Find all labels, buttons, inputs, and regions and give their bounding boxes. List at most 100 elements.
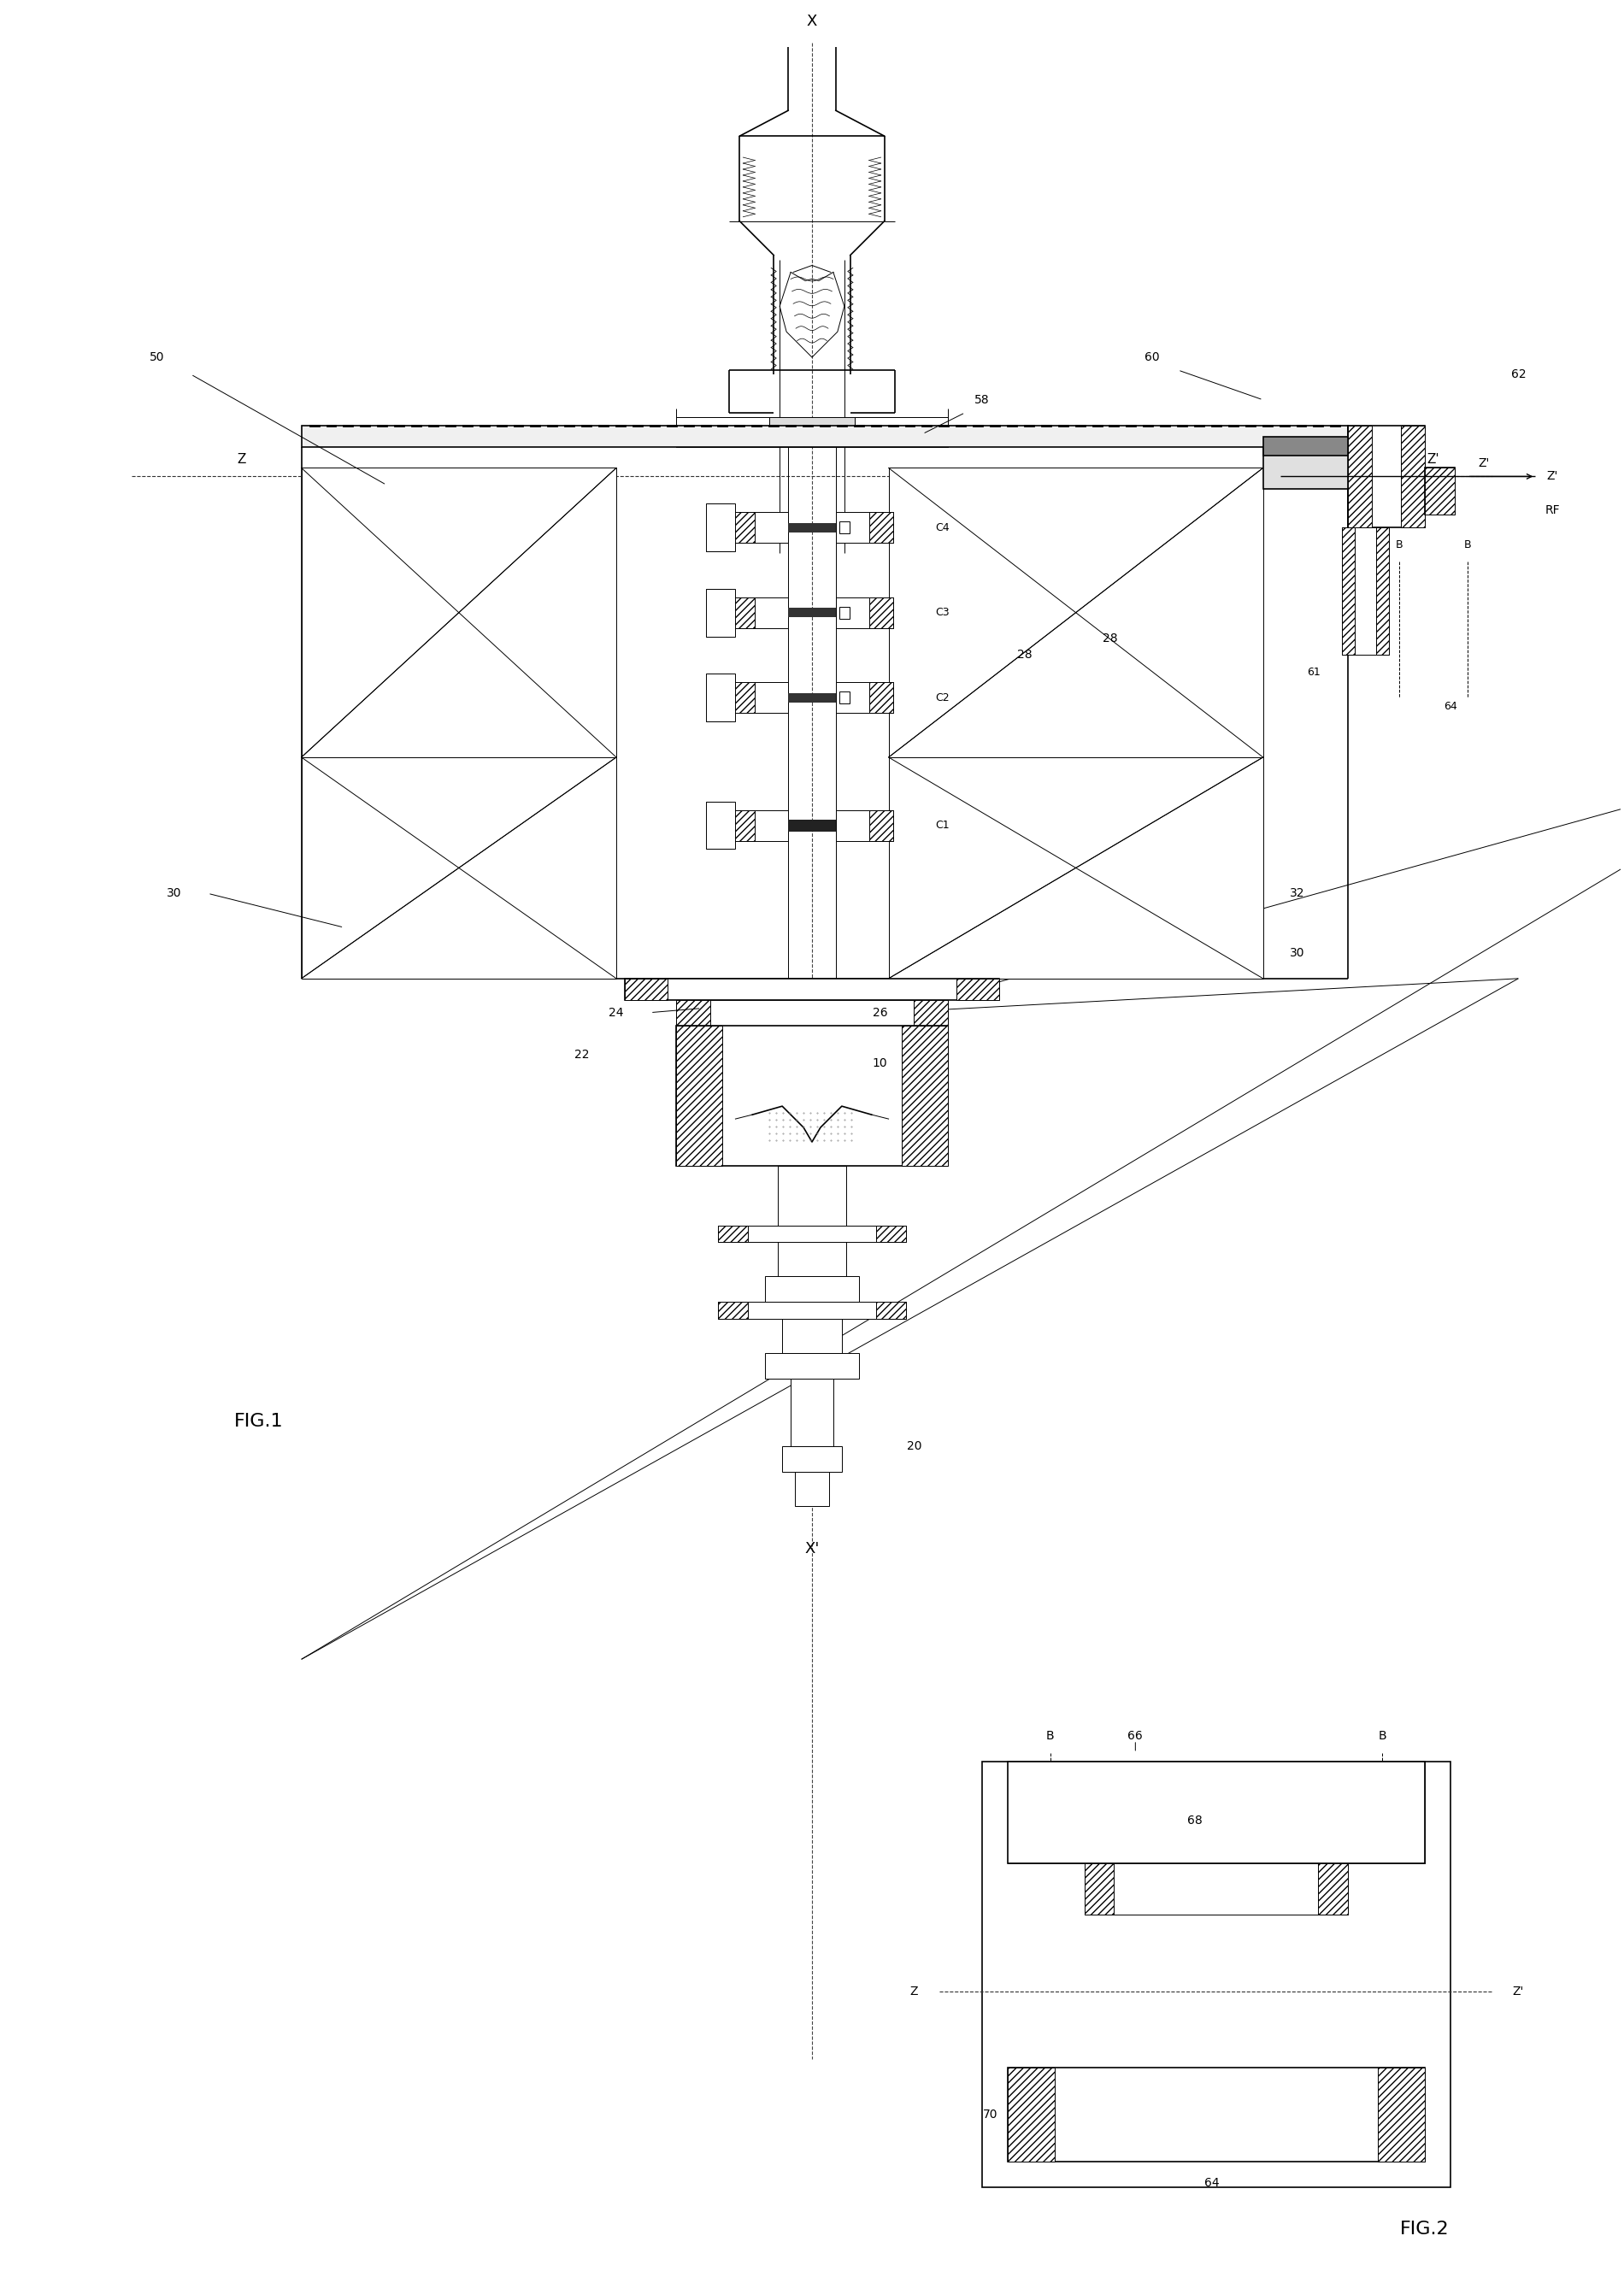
Bar	[676, 1000, 948, 1025]
Text: Z': Z'	[1512, 1986, 1523, 1997]
Bar	[718, 1225, 749, 1243]
Text: 50: 50	[149, 351, 164, 364]
Text: Z': Z'	[1427, 453, 1439, 467]
Bar	[901, 1025, 948, 1166]
Bar	[1263, 437, 1348, 455]
Bar	[731, 597, 788, 628]
Bar	[875, 1225, 906, 1243]
Bar	[770, 417, 854, 446]
Bar	[731, 683, 755, 713]
Bar	[625, 979, 667, 1000]
Bar	[1402, 426, 1424, 528]
Bar	[836, 683, 893, 713]
Bar	[731, 683, 788, 713]
Bar	[854, 417, 948, 446]
Bar	[705, 503, 736, 551]
Text: C4: C4	[935, 521, 950, 533]
Text: Z': Z'	[1478, 458, 1489, 469]
Bar	[718, 1225, 906, 1243]
Bar	[1341, 528, 1389, 656]
Text: C3: C3	[935, 608, 950, 617]
Text: FIG.2: FIG.2	[1400, 2220, 1449, 2238]
Bar	[957, 979, 999, 1000]
Bar	[788, 820, 836, 831]
Text: 58: 58	[974, 394, 989, 405]
Bar	[705, 674, 736, 722]
Text: RF: RF	[1544, 505, 1561, 517]
Text: Z: Z	[909, 1986, 918, 1997]
Bar	[796, 1473, 828, 1505]
Bar	[302, 469, 615, 758]
Bar	[705, 802, 736, 849]
Text: 10: 10	[872, 1057, 888, 1070]
Bar	[778, 1166, 846, 1277]
Bar	[1341, 528, 1354, 656]
Bar	[676, 1000, 710, 1025]
Bar	[1009, 2068, 1054, 2161]
Bar	[840, 606, 849, 619]
Text: 22: 22	[575, 1050, 590, 1061]
Bar	[302, 426, 1348, 446]
Text: 28: 28	[1103, 633, 1117, 644]
Bar	[676, 1025, 723, 1166]
Bar	[1424, 469, 1455, 515]
Bar	[731, 811, 755, 840]
Text: 68: 68	[1187, 1815, 1202, 1826]
Bar	[1009, 1762, 1424, 1863]
Bar	[788, 524, 836, 533]
Bar	[728, 1025, 749, 1052]
Bar	[869, 811, 893, 840]
Bar	[731, 512, 755, 542]
Bar	[1377, 2068, 1424, 2161]
Bar	[854, 417, 948, 446]
Bar	[875, 1302, 906, 1318]
Bar	[869, 683, 893, 713]
Bar	[840, 521, 849, 533]
Bar	[836, 811, 893, 840]
Bar	[1319, 1863, 1348, 1915]
Text: X: X	[807, 14, 817, 30]
Text: Z': Z'	[1546, 471, 1557, 483]
Bar	[869, 512, 893, 542]
Bar	[888, 469, 1263, 758]
Bar	[1009, 2068, 1424, 2161]
Text: Z: Z	[237, 453, 247, 467]
Text: X': X'	[804, 1542, 820, 1557]
Bar	[765, 1353, 859, 1378]
Text: 32: 32	[1289, 888, 1304, 899]
Text: C2: C2	[935, 692, 950, 704]
Text: 64: 64	[1444, 701, 1457, 713]
Text: FIG.1: FIG.1	[234, 1412, 284, 1430]
Bar	[1348, 426, 1424, 528]
Text: 64: 64	[1205, 2177, 1220, 2188]
Bar	[302, 758, 615, 979]
Bar	[836, 597, 893, 628]
Text: C1: C1	[935, 820, 950, 831]
Bar	[705, 590, 736, 635]
Bar	[836, 512, 893, 542]
Text: B: B	[1463, 540, 1471, 551]
Bar	[788, 820, 836, 831]
Bar	[840, 692, 849, 704]
Text: B: B	[1379, 1731, 1387, 1742]
Text: 66: 66	[1127, 1731, 1143, 1742]
Text: 20: 20	[906, 1441, 921, 1453]
Bar	[914, 1000, 948, 1025]
Text: 28: 28	[1017, 649, 1033, 660]
Bar	[718, 1302, 906, 1318]
Bar	[718, 1302, 749, 1318]
Bar	[1263, 446, 1416, 490]
Bar	[875, 1025, 896, 1052]
Bar	[788, 692, 836, 701]
Bar	[783, 1446, 841, 1473]
Text: 70: 70	[983, 2109, 999, 2120]
Bar	[676, 417, 770, 446]
Bar	[731, 597, 755, 628]
Bar	[1085, 1863, 1348, 1915]
Bar	[625, 979, 999, 1000]
Text: B: B	[1395, 540, 1403, 551]
Bar	[731, 811, 788, 840]
Bar	[1424, 469, 1455, 515]
Bar	[788, 608, 836, 617]
Bar	[676, 1025, 948, 1166]
